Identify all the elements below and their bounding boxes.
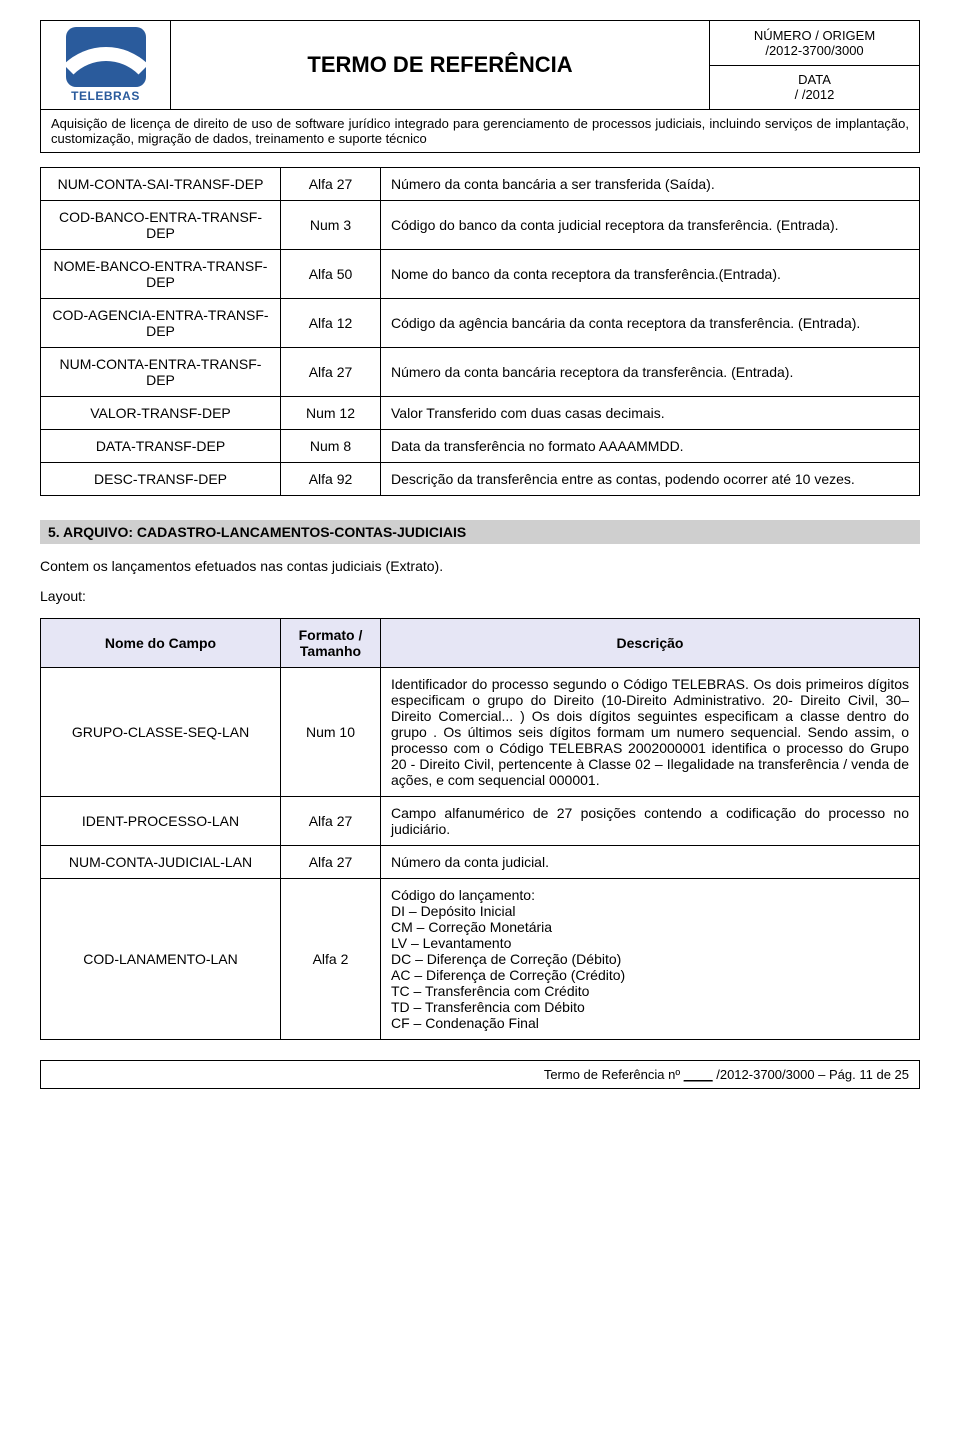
field-desc: Valor Transferido com duas casas decimai… — [381, 397, 920, 430]
table-transf-dep: NUM-CONTA-SAI-TRANSF-DEPAlfa 27Número da… — [40, 167, 920, 496]
field-name: COD-AGENCIA-ENTRA-TRANSF-DEP — [41, 299, 281, 348]
field-desc: Campo alfanumérico de 27 posições conten… — [381, 797, 920, 846]
field-name: COD-LANAMENTO-LAN — [41, 879, 281, 1040]
doc-subtitle: Aquisição de licença de direito de uso d… — [41, 110, 920, 153]
table-row: GRUPO-CLASSE-SEQ-LANNum 10Identificador … — [41, 668, 920, 797]
meta-number: NÚMERO / ORIGEM /2012-3700/3000 — [710, 21, 920, 66]
doc-title: TERMO DE REFERÊNCIA — [171, 21, 710, 110]
th-formato: Formato / Tamanho — [281, 619, 381, 668]
field-format: Num 10 — [281, 668, 381, 797]
field-format: Num 12 — [281, 397, 381, 430]
footer: Termo de Referência nº ____ /2012-3700/3… — [40, 1060, 920, 1089]
field-format: Alfa 50 — [281, 250, 381, 299]
field-name: VALOR-TRANSF-DEP — [41, 397, 281, 430]
table-lancamentos: Nome do Campo Formato / Tamanho Descriçã… — [40, 618, 920, 1040]
field-name: COD-BANCO-ENTRA-TRANSF-DEP — [41, 201, 281, 250]
table-row: COD-AGENCIA-ENTRA-TRANSF-DEPAlfa 12Códig… — [41, 299, 920, 348]
field-desc: Código da agência bancária da conta rece… — [381, 299, 920, 348]
section-5-heading: 5. ARQUIVO: CADASTRO-LANCAMENTOS-CONTAS-… — [40, 520, 920, 544]
table-row: VALOR-TRANSF-DEPNum 12Valor Transferido … — [41, 397, 920, 430]
field-name: NUM-CONTA-SAI-TRANSF-DEP — [41, 168, 281, 201]
field-format: Alfa 27 — [281, 846, 381, 879]
document-header: TELEBRAS TERMO DE REFERÊNCIA NÚMERO / OR… — [40, 20, 920, 153]
field-format: Num 8 — [281, 430, 381, 463]
footer-prefix: Termo de Referência nº — [544, 1067, 684, 1082]
field-name: DATA-TRANSF-DEP — [41, 430, 281, 463]
logo-text: TELEBRAS — [51, 89, 160, 103]
table-row: COD-LANAMENTO-LANAlfa 2Código do lançame… — [41, 879, 920, 1040]
field-desc: Código do lançamento: DI – Depósito Inic… — [381, 879, 920, 1040]
field-desc: Data da transferência no formato AAAAMMD… — [381, 430, 920, 463]
field-format: Alfa 2 — [281, 879, 381, 1040]
field-desc: Identificador do processo segundo o Códi… — [381, 668, 920, 797]
field-format: Alfa 27 — [281, 797, 381, 846]
logo-cell: TELEBRAS — [41, 21, 171, 110]
table2-body: GRUPO-CLASSE-SEQ-LANNum 10Identificador … — [41, 668, 920, 1040]
footer-suffix: /2012-3700/3000 – Pág. 11 de 25 — [713, 1067, 909, 1082]
field-format: Alfa 92 — [281, 463, 381, 496]
table-row: NUM-CONTA-ENTRA-TRANSF-DEPAlfa 27Número … — [41, 348, 920, 397]
field-desc: Nome do banco da conta receptora da tran… — [381, 250, 920, 299]
field-name: NOME-BANCO-ENTRA-TRANSF-DEP — [41, 250, 281, 299]
field-format: Alfa 27 — [281, 348, 381, 397]
table1-body: NUM-CONTA-SAI-TRANSF-DEPAlfa 27Número da… — [41, 168, 920, 496]
meta-number-value: /2012-3700/3000 — [720, 43, 909, 58]
field-desc: Número da conta bancária a ser transferi… — [381, 168, 920, 201]
field-name: NUM-CONTA-JUDICIAL-LAN — [41, 846, 281, 879]
table-row: IDENT-PROCESSO-LANAlfa 27Campo alfanumér… — [41, 797, 920, 846]
section-5-intro: Contem os lançamentos efetuados nas cont… — [40, 558, 920, 574]
field-desc: Número da conta bancária receptora da tr… — [381, 348, 920, 397]
table2-header-row: Nome do Campo Formato / Tamanho Descriçã… — [41, 619, 920, 668]
table-row: DESC-TRANSF-DEPAlfa 92Descrição da trans… — [41, 463, 920, 496]
layout-label: Layout: — [40, 588, 920, 604]
table-row: NUM-CONTA-JUDICIAL-LANAlfa 27Número da c… — [41, 846, 920, 879]
th-descricao: Descrição — [381, 619, 920, 668]
field-desc: Código do banco da conta judicial recept… — [381, 201, 920, 250]
field-desc: Descrição da transferência entre as cont… — [381, 463, 920, 496]
field-format: Alfa 12 — [281, 299, 381, 348]
table-row: NOME-BANCO-ENTRA-TRANSF-DEPAlfa 50Nome d… — [41, 250, 920, 299]
field-format: Num 3 — [281, 201, 381, 250]
telebras-logo-icon — [66, 27, 146, 87]
field-name: IDENT-PROCESSO-LAN — [41, 797, 281, 846]
footer-blank: ____ — [684, 1067, 713, 1082]
table-row: NUM-CONTA-SAI-TRANSF-DEPAlfa 27Número da… — [41, 168, 920, 201]
meta-date-label: DATA — [720, 72, 909, 87]
meta-date: DATA / /2012 — [710, 65, 920, 110]
field-name: GRUPO-CLASSE-SEQ-LAN — [41, 668, 281, 797]
th-nome: Nome do Campo — [41, 619, 281, 668]
field-desc: Número da conta judicial. — [381, 846, 920, 879]
meta-number-label: NÚMERO / ORIGEM — [720, 28, 909, 43]
table-row: DATA-TRANSF-DEPNum 8Data da transferênci… — [41, 430, 920, 463]
field-format: Alfa 27 — [281, 168, 381, 201]
table-row: COD-BANCO-ENTRA-TRANSF-DEPNum 3Código do… — [41, 201, 920, 250]
field-name: DESC-TRANSF-DEP — [41, 463, 281, 496]
meta-date-value: / /2012 — [720, 87, 909, 102]
field-name: NUM-CONTA-ENTRA-TRANSF-DEP — [41, 348, 281, 397]
